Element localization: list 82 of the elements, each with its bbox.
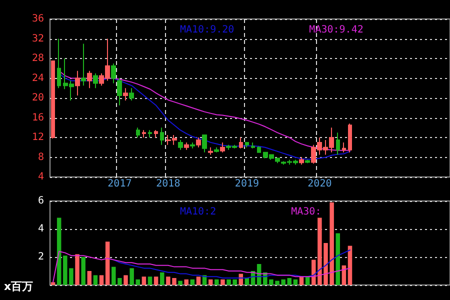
candlestick — [51, 60, 55, 139]
bar — [50, 282, 56, 285]
y-tick-label: 24 — [32, 72, 44, 84]
bar — [136, 279, 140, 285]
y-tick-label: 8 — [38, 152, 44, 163]
candlestick — [245, 142, 249, 148]
y-tick-label: 12 — [32, 132, 44, 143]
y-tick-label: 2 — [38, 252, 44, 262]
candlestick — [184, 142, 189, 150]
candlestick — [148, 130, 152, 138]
y-tick-label: 4 — [38, 224, 44, 234]
bar — [190, 279, 195, 285]
candlestick — [190, 142, 195, 149]
candlestick — [348, 123, 352, 153]
candlestick — [257, 146, 261, 153]
bar — [93, 275, 98, 285]
candlestick — [208, 146, 213, 156]
bar — [99, 275, 104, 285]
candlestick — [154, 130, 158, 138]
x-tick-label: 2017 — [108, 178, 132, 190]
text: MA30: — [291, 206, 322, 218]
bar — [124, 275, 128, 285]
candlestick — [202, 134, 207, 153]
y-tick-label: 16 — [32, 112, 44, 124]
candlestick — [81, 43, 86, 86]
candlestick — [111, 62, 116, 84]
bar — [178, 280, 182, 285]
line-series — [52, 250, 350, 283]
bar — [75, 254, 80, 285]
candlestick — [117, 78, 122, 106]
text: MA10:9.20 — [180, 24, 234, 36]
candlestick — [136, 127, 140, 138]
y-tick-label: 4 — [38, 172, 44, 182]
bar — [154, 276, 158, 285]
candlestick — [57, 38, 61, 89]
x-tick-label: 2018 — [156, 178, 180, 190]
candlestick — [87, 70, 92, 89]
candlestick — [93, 72, 98, 89]
candlestick — [129, 88, 134, 101]
bar — [87, 271, 92, 285]
candlestick — [196, 137, 201, 148]
bar — [299, 276, 304, 285]
candlestick — [336, 132, 340, 156]
candlestick — [342, 142, 346, 153]
bar — [148, 276, 152, 285]
bar — [81, 257, 86, 285]
candlestick — [220, 142, 225, 153]
candlestick — [75, 70, 80, 96]
candlestick — [160, 127, 164, 146]
x-tick-label: 2020 — [308, 178, 332, 190]
bar — [184, 279, 188, 285]
candlestick — [178, 139, 183, 150]
bar — [293, 279, 298, 285]
bar — [336, 233, 340, 285]
y-tick-label: 36 — [32, 14, 44, 24]
text: MA30:9.42 — [309, 24, 364, 36]
candlestick — [299, 156, 304, 166]
bar — [214, 279, 219, 285]
bar — [208, 279, 213, 285]
candlestick — [251, 142, 255, 149]
y-tick-label: 32 — [32, 33, 44, 44]
bar — [305, 276, 310, 285]
bar — [105, 242, 110, 285]
bar — [130, 268, 134, 285]
y-axis-title: x百万 — [4, 280, 34, 293]
bar — [220, 279, 225, 285]
y-tick-label: 6 — [38, 196, 44, 206]
bar — [56, 218, 62, 285]
candlestick — [239, 137, 243, 149]
text: MA10:2 — [180, 206, 216, 218]
x-tick-label: 2019 — [234, 178, 260, 190]
candlestick — [214, 146, 219, 153]
bar — [196, 276, 201, 285]
bar — [287, 278, 292, 285]
bar — [142, 276, 146, 285]
candlestick — [142, 130, 146, 138]
bar — [348, 246, 352, 285]
bar — [160, 272, 164, 285]
candlestick — [305, 159, 310, 164]
y-tick-label: 28 — [32, 53, 44, 64]
candlestick — [123, 88, 128, 101]
y-tick-label: 20 — [32, 92, 44, 104]
